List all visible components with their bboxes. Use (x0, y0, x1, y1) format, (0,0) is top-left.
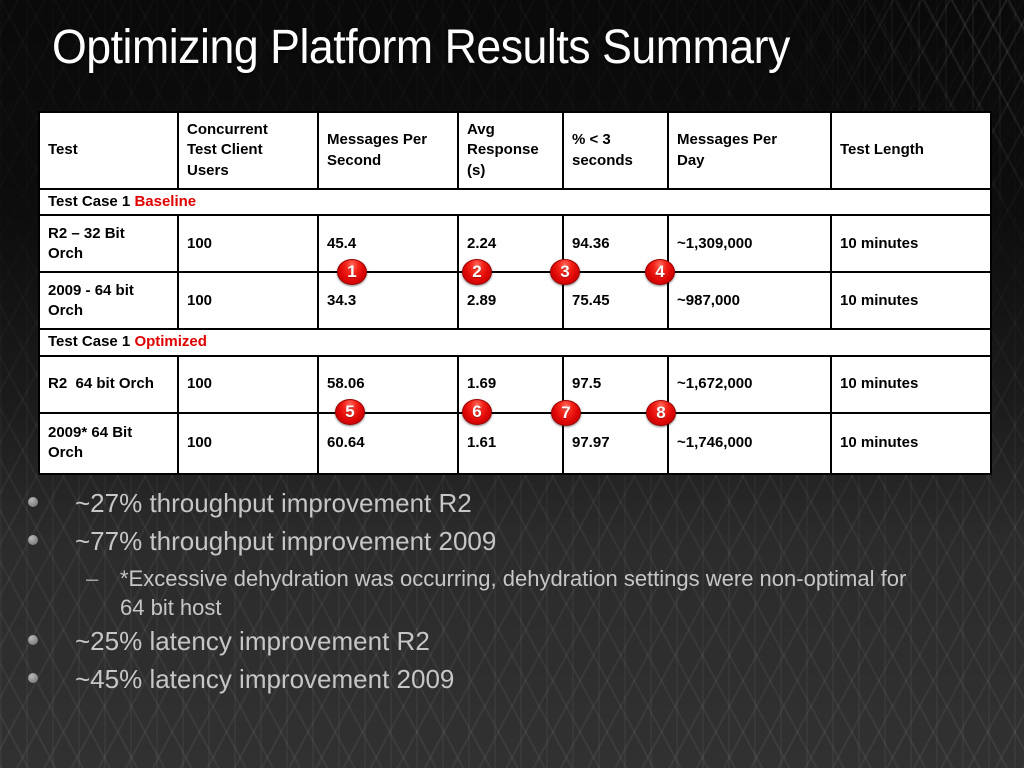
band-prefix: Test Case 1 (48, 333, 135, 351)
table-cell: R2 64 bit Orch (38, 354, 179, 414)
table-cell: 2009* 64 Bit Orch (38, 411, 179, 475)
callout-badge-6: 6 (462, 399, 492, 425)
bullet-list: ~27% throughput improvement R2 ~77% thro… (0, 484, 1000, 698)
table-cell: 100 (177, 271, 319, 331)
section-band-baseline: Test Case 1 Baseline (38, 187, 992, 217)
table-cell: R2 – 32 Bit Orch (38, 214, 179, 274)
table-cell: 10 minutes (830, 354, 992, 414)
table-cell: 94.36 (562, 214, 669, 274)
column-header-concurrent-users: Concurrent Test Client Users (177, 111, 319, 190)
table-cell: 10 minutes (830, 214, 992, 274)
bullet-text: ~77% throughput improvement 2009 (75, 526, 497, 556)
column-header-messages-per-day: Messages Per Day (667, 111, 832, 190)
table-cell: 10 minutes (830, 411, 992, 475)
bullet-text: ~27% throughput improvement R2 (75, 488, 472, 518)
table-cell: ~1,309,000 (667, 214, 832, 274)
column-header-test-length: Test Length (830, 111, 992, 190)
table-row: 2009* 64 Bit Orch 100 60.64 1.61 97.97 ~… (38, 411, 992, 475)
callout-badge-7: 7 (551, 400, 581, 426)
table-cell: 2.24 (457, 214, 564, 274)
bullet-dot-icon (28, 535, 38, 545)
sub-bullet-text: *Excessive dehydration was occurring, de… (120, 566, 907, 620)
table-cell: 2009 - 64 bit Orch (38, 271, 179, 331)
table-cell: 34.3 (317, 271, 459, 331)
table-row: R2 64 bit Orch 100 58.06 1.69 97.5 ~1,67… (38, 354, 992, 414)
column-header-test: Test (38, 111, 179, 190)
slide-title: Optimizing Platform Results Summary (52, 21, 790, 74)
bullet-text: ~25% latency improvement R2 (75, 626, 430, 656)
bullet-text: ~45% latency improvement 2009 (75, 664, 455, 694)
table-cell: ~1,746,000 (667, 411, 832, 475)
bullet-item: ~77% throughput improvement 2009 (0, 522, 1000, 560)
table-header-row: Test Concurrent Test Client Users Messag… (38, 111, 992, 190)
bullet-item: ~25% latency improvement R2 (0, 622, 1000, 660)
bullet-item: ~27% throughput improvement R2 (0, 484, 1000, 522)
callout-badge-1: 1 (337, 259, 367, 285)
section-band-label: Test Case 1 Optimized (38, 328, 992, 357)
table-cell: 10 minutes (830, 271, 992, 331)
column-header-messages-per-second: Messages Per Second (317, 111, 459, 190)
results-table: Test Concurrent Test Client Users Messag… (38, 111, 992, 475)
table-cell: 100 (177, 214, 319, 274)
bullet-item: ~45% latency improvement 2009 (0, 660, 1000, 698)
column-header-pct-under-3s: % < 3 seconds (562, 111, 669, 190)
band-highlight: Baseline (134, 193, 197, 210)
table-row: 2009 - 64 bit Orch 100 34.3 2.89 75.45 ~… (38, 271, 992, 331)
callout-badge-5: 5 (335, 399, 365, 425)
table-cell: 1.61 (457, 411, 564, 475)
table-cell: 100 (177, 354, 319, 414)
section-band-optimized: Test Case 1 Optimized (38, 328, 992, 357)
column-header-avg-response: Avg Response (s) (457, 111, 564, 190)
section-band-label: Test Case 1 Baseline (38, 187, 992, 217)
callout-badge-2: 2 (462, 259, 492, 285)
table-row: R2 – 32 Bit Orch 100 45.4 2.24 94.36 ~1,… (38, 214, 992, 274)
sub-bullet-item: – *Excessive dehydration was occurring, … (0, 564, 1000, 622)
table-cell: 45.4 (317, 214, 459, 274)
table-cell: ~987,000 (667, 271, 832, 331)
bullet-dot-icon (28, 673, 38, 683)
table-cell: 1.69 (457, 354, 564, 414)
band-prefix: Test Case 1 (48, 193, 135, 210)
bullet-dot-icon (28, 635, 38, 645)
dash-icon: – (86, 566, 99, 591)
table-cell: ~1,672,000 (667, 354, 832, 414)
callout-badge-3: 3 (550, 259, 580, 285)
table-cell: 100 (177, 411, 319, 475)
bullet-dot-icon (28, 497, 38, 507)
callout-badge-8: 8 (646, 400, 676, 426)
band-highlight: Optimized (134, 333, 207, 351)
callout-badge-4: 4 (645, 259, 675, 285)
